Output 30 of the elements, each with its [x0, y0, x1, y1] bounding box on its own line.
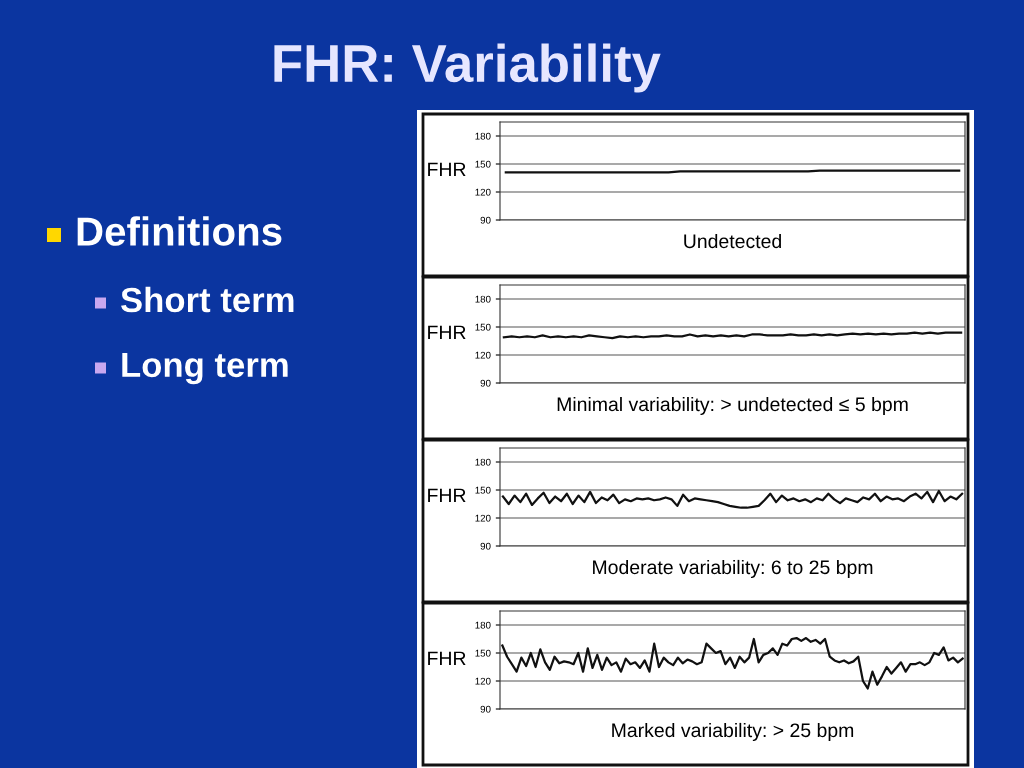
y-tick-label: 90 [480, 542, 491, 550]
y-tick-label: 150 [475, 486, 491, 494]
text: Long term [122, 352, 288, 385]
y-axis-title: FHR [428, 651, 466, 666]
y-tick-label: 180 [475, 458, 491, 466]
y-tick-label: 120 [475, 514, 491, 522]
y-tick-label: 150 [475, 649, 491, 657]
y-tick-label: 150 [475, 323, 491, 331]
line-series [501, 636, 964, 690]
x-axis-title: Marked variability: > 25 bpm [612, 722, 854, 742]
y-tick-label: 90 [480, 705, 491, 713]
text: Short term [121, 286, 294, 313]
y-axis-title: FHR [428, 162, 466, 177]
x-axis-title: Undetected [684, 233, 781, 249]
x-axis-title: Moderate variability: 6 to 25 bpm [593, 559, 873, 579]
text: Definitions [77, 216, 282, 246]
text: FHR: Variability [274, 43, 661, 93]
y-tick-label: 90 [480, 379, 491, 387]
x-axis-title: Minimal variability: > undetected ≤ 5 bpm [557, 396, 908, 416]
y-tick-label: 180 [475, 132, 491, 140]
y-tick-label: 120 [475, 188, 491, 196]
y-tick-label: 90 [480, 216, 491, 224]
line-series [501, 489, 964, 509]
y-tick-label: 150 [475, 160, 491, 168]
y-tick-label: 120 [475, 351, 491, 359]
y-axis-title: FHR [428, 325, 466, 340]
y-tick-label: 180 [475, 621, 491, 629]
y-tick-label: 180 [475, 295, 491, 303]
y-axis-title: FHR [428, 488, 466, 503]
y-tick-label: 120 [475, 677, 491, 685]
